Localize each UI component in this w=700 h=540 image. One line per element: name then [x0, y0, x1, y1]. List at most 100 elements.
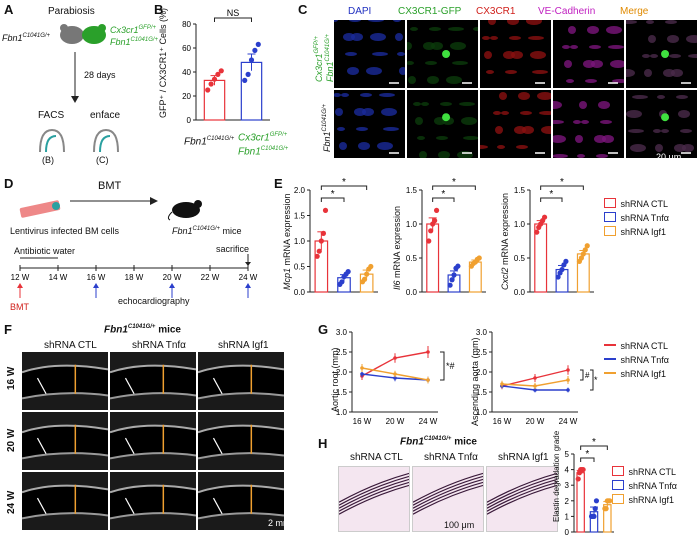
bracket-ctl-igf [432, 185, 476, 190]
f-echo-image-r2-c3 [198, 412, 284, 470]
d-antibiotic-label: Antibiotic water [14, 246, 76, 256]
panel-label-g: G [318, 322, 329, 337]
f-aorta-wall [110, 364, 196, 374]
c-image-texture [503, 51, 515, 59]
data-point [534, 229, 540, 235]
y-tick-label: 0 [187, 116, 192, 125]
f-echo-image-r3-c2 [110, 472, 196, 530]
week-label: 20 W [163, 273, 182, 282]
f-echo-image-r3-c1 [22, 472, 108, 530]
ns-label: NS [227, 8, 240, 18]
c-image-texture [379, 93, 395, 97]
h-legend: shRNA CTL shRNA Tnfα shRNA Igf1 [612, 462, 677, 505]
bar [576, 472, 585, 533]
c-image-texture [577, 154, 585, 158]
week-label: 22 W [201, 273, 220, 282]
y-tick-label: 1.5 [514, 186, 526, 195]
data-point [447, 282, 453, 288]
y-tick-label: 1.0 [476, 408, 488, 417]
c-image-texture [457, 151, 473, 158]
data-point [322, 207, 329, 213]
week-label: 14 W [49, 273, 68, 282]
f-aorta-wall [110, 392, 196, 400]
h-col-igf: shRNA Igf1 [498, 452, 549, 463]
week-label: 18 W [125, 273, 144, 282]
g-legend: shRNA CTL shRNA Tnfα shRNA Igf1 [604, 336, 669, 379]
y-tick-label: 3.0 [476, 328, 488, 337]
data-point [449, 277, 455, 283]
data-point [242, 77, 248, 83]
data-point [218, 68, 224, 74]
f-echo-image-r1-c1 [22, 352, 108, 410]
data-point [455, 263, 461, 269]
chart-b: 0 20 40 60 80 NS [182, 8, 270, 125]
c-image-texture [407, 61, 414, 65]
g-ylabel-asc: Ascending aorta (mm) [470, 337, 480, 426]
h-elastin-lamella [487, 484, 557, 515]
data-point [208, 81, 214, 87]
y-tick-label: 1 [565, 512, 570, 521]
e-legend-igf: shRNA Igf1 [604, 222, 669, 237]
c-image-texture [377, 142, 393, 150]
bracket-ctl-igf [580, 445, 608, 450]
c-image-texture [408, 76, 416, 84]
c-image-texture [612, 79, 624, 83]
f-aorta-wall [198, 484, 284, 494]
data-point [578, 255, 584, 261]
f-root-measure-line [124, 437, 135, 455]
data-point [320, 230, 327, 236]
y-tick-label: 0 [565, 528, 570, 537]
week-label: 12 W [11, 273, 30, 282]
week-label: 16 W [87, 273, 106, 282]
e-legend: shRNA CTL shRNA Tnfα shRNA Igf1 [604, 194, 669, 237]
f-root-measure-line [212, 377, 223, 395]
echo-arrowhead [169, 283, 175, 288]
c-image-texture [663, 69, 675, 77]
c-row2-label: Fbn1C1041G/+ [322, 103, 332, 152]
bmt-arrowhead [17, 283, 23, 288]
data-point [215, 71, 221, 77]
star: * [585, 449, 589, 460]
c-image-texture [657, 95, 665, 99]
f-aorta-wall [110, 484, 196, 494]
star: * [452, 177, 456, 188]
c-image-texture [526, 20, 542, 25]
data-point [555, 274, 561, 280]
data-point [248, 57, 255, 63]
f-aorta-wall [110, 452, 196, 460]
f-aorta-wall [198, 392, 284, 400]
c-image-texture [608, 45, 624, 49]
h-legend-igf: shRNA Igf1 [612, 490, 677, 505]
c-image-merge-row1 [626, 20, 697, 88]
c-image-texture [488, 20, 496, 25]
g-legend-tnf: shRNA Tnfα [604, 350, 669, 365]
c-image-texture [473, 27, 478, 31]
a-aorta-icons [39, 128, 119, 153]
a-facs-ref: (B) [42, 155, 54, 165]
bracket-ctl-igf [320, 185, 368, 190]
c-image-texture [368, 20, 384, 22]
a-facs: FACS [38, 110, 65, 121]
c-image-texture [421, 102, 429, 106]
c-image-texture [399, 67, 405, 75]
star: * [441, 189, 445, 200]
c-image-texture [674, 144, 686, 152]
data-point [500, 382, 504, 386]
data-point [580, 467, 586, 473]
c-image-texture [589, 45, 601, 49]
y-tick-label: 1.5 [294, 212, 306, 221]
bar [203, 79, 226, 121]
y-tick-label: 3.0 [336, 328, 348, 337]
c-image-texture [661, 129, 669, 133]
c-image-texture [646, 20, 654, 24]
c-image-texture [440, 102, 452, 106]
c-image-texture [417, 136, 425, 140]
week-label: 24 W [239, 273, 258, 282]
c-image-texture [358, 142, 370, 150]
data-point [541, 214, 548, 220]
c-image-texture [655, 144, 663, 152]
data-point [607, 498, 613, 504]
f-col-tnf: shRNA Tnfα [132, 340, 186, 351]
data-point [603, 506, 609, 512]
c-image-texture [427, 76, 439, 84]
